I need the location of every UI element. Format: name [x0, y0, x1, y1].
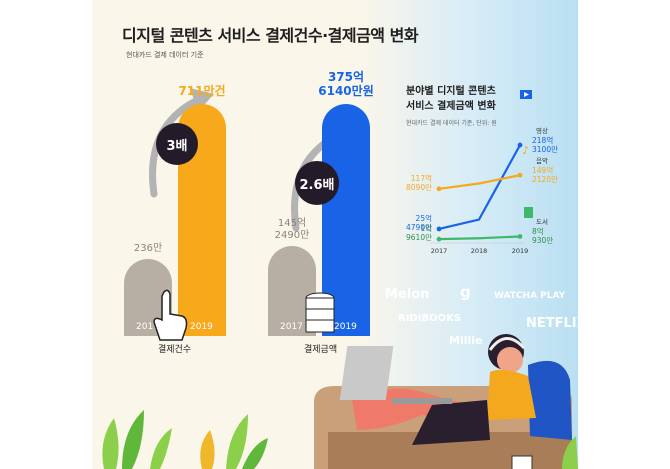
- line-chart-subtitle: 현대카드 결제 데이터 기준, 단위: 원: [406, 120, 497, 127]
- series-point: [517, 234, 523, 239]
- series-line-영상: [438, 144, 521, 230]
- brand-logo: WATCHA PLAY: [494, 291, 566, 301]
- series-line-음악: [438, 174, 521, 190]
- infographic-panel: 디지털 콘텐츠 서비스 결제건수·결제금액 변화 현대카드 결제 데이터 기준: [92, 0, 578, 469]
- bar-value-label: 375억: [327, 70, 365, 84]
- series-end-label: 930만: [532, 236, 554, 246]
- series-point: [517, 142, 523, 148]
- series-point: [517, 172, 523, 178]
- bar-year-label: 2019: [334, 322, 357, 332]
- brand-logo: g: [460, 283, 471, 301]
- series-end-label: 8억: [532, 227, 544, 237]
- brand-logo: Millie: [449, 334, 483, 347]
- bar-year-label: 2019: [190, 322, 213, 332]
- illustration-layer: [102, 334, 578, 469]
- hand-cursor-icon: [153, 289, 188, 341]
- series-end-label: 3100만: [532, 145, 558, 155]
- series-name: 도서: [536, 218, 548, 227]
- line-chart-title: 분야별 디지털 콘텐츠: [406, 86, 496, 97]
- x-tick-label: 2018: [470, 247, 488, 255]
- series-end-label: 2120만: [532, 175, 558, 185]
- series-start-label: 4790만: [406, 222, 432, 232]
- series-start-label: 8090만: [406, 182, 432, 192]
- music-icon: ♪: [522, 144, 529, 157]
- page-title: 디지털 콘텐츠 서비스 결제건수·결제금액 변화: [122, 26, 419, 45]
- series-start-label: 117억: [410, 173, 432, 183]
- pillow-illustration: [528, 360, 572, 440]
- bar-year-label: 2017: [280, 322, 303, 332]
- series-start-label: 9610만: [406, 233, 432, 243]
- bar-value-label: 2490만: [274, 230, 310, 242]
- brand-logo: RIDIBOOKS: [398, 313, 462, 324]
- series-end-label: 149억: [532, 166, 554, 176]
- x-tick-label: 2017: [430, 247, 448, 255]
- brand-logo: NETFLIX: [526, 316, 578, 331]
- series-point: [436, 186, 442, 192]
- page-subtitle: 현대카드 결제 데이터 기준: [126, 51, 204, 59]
- server-icon: [305, 292, 335, 333]
- chart-xlabel: 결제금액: [304, 345, 338, 355]
- book-icon: [524, 207, 533, 218]
- line-chart-title: 서비스 결제금액 변화: [406, 101, 496, 112]
- plant-leaf: [102, 418, 119, 469]
- bar-value-label: 6140만원: [318, 84, 374, 98]
- series-start-label: 1억: [420, 224, 432, 234]
- growth-badge: 3배: [156, 123, 198, 165]
- series-point: [436, 236, 442, 242]
- series-line-도서: [438, 235, 521, 241]
- brand-logo: Melon: [385, 287, 430, 302]
- bar-value-label: 236만: [133, 242, 163, 254]
- mug-illustration: [511, 455, 533, 469]
- bar-value-label: 711만건: [178, 84, 226, 98]
- series-point: [436, 226, 442, 232]
- growth-badge: 2.6배: [295, 161, 339, 205]
- laptop-illustration: [339, 346, 394, 400]
- series-name: 영상: [536, 127, 548, 136]
- line-chart-plot: ♪: [430, 90, 533, 244]
- bar-year-label: 2017: [136, 322, 159, 332]
- series-end-label: 218억: [532, 136, 554, 146]
- bar-value-label: 145억: [277, 218, 307, 230]
- chart-xlabel: 결제건수: [158, 345, 192, 355]
- series-start-label: 25억: [415, 213, 432, 223]
- x-tick-label: 2019: [511, 247, 529, 255]
- series-name: 음악: [536, 157, 548, 166]
